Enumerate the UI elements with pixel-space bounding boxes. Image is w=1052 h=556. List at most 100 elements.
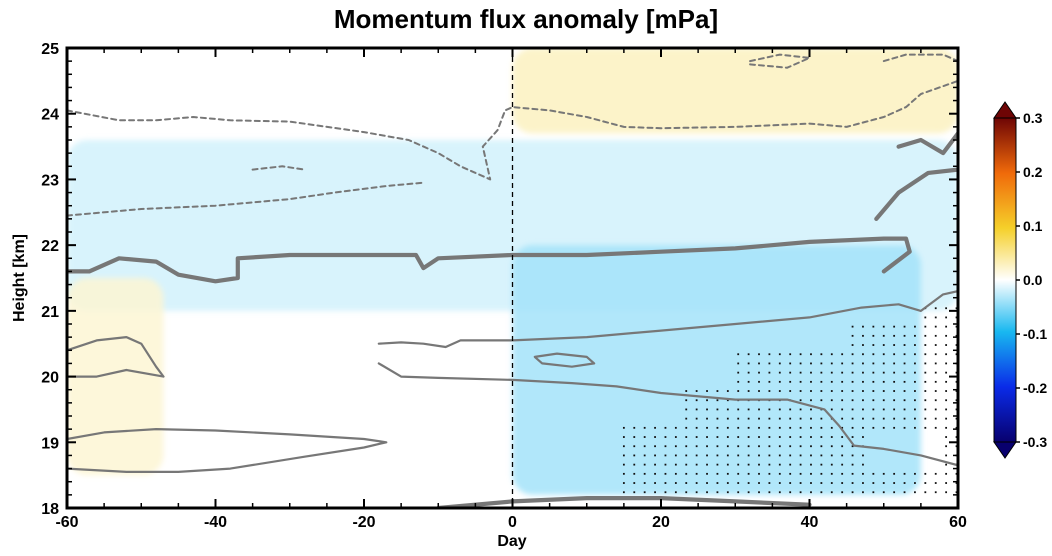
significance-dot [643,482,646,484]
significance-dot [934,362,937,365]
colorbar-body [993,117,1017,443]
significance-dot [820,445,823,448]
significance-dot [758,353,760,356]
significance-dot [768,408,771,411]
significance-dot [726,472,729,475]
significance-dot [945,371,948,374]
significance-dot [768,426,771,429]
significance-dot [654,426,656,429]
significance-dot [622,454,625,457]
significance-dot [830,482,833,484]
anomaly-region-positive [512,245,921,495]
significance-dot [799,362,802,365]
significance-dot [758,454,760,457]
significance-dot [674,482,677,484]
significance-dot [799,454,802,457]
significance-dot [893,408,896,411]
significance-dot [914,408,916,411]
significance-dot [674,436,677,438]
significance-dot [726,417,729,420]
significance-dot [737,390,740,392]
x-tick-label: 0 [508,514,517,531]
significance-dot [747,445,750,448]
contour-dashed-10 [67,181,425,217]
significance-dot [924,472,927,475]
significance-dot [934,408,937,411]
significance-dot [706,399,708,402]
significance-dot [789,408,792,411]
significance-dot [789,390,792,392]
significance-dot [924,408,927,411]
significance-dot [945,463,948,466]
significance-dot [758,463,760,466]
significance-dot [862,325,864,328]
significance-dot [893,472,896,475]
significance-dot [654,472,656,475]
significance-dot [737,472,740,475]
significance-dot [820,454,823,457]
significance-dot [934,307,937,310]
significance-dot [851,353,854,356]
colorbar-top-triangle [993,101,1017,119]
significance-dot [934,482,937,484]
colorbar-tick-label: -0.2 [1023,380,1047,396]
significance-dot [862,463,864,466]
significance-dot [882,362,885,365]
contour-dashed-12 [749,53,811,69]
significance-dot [903,482,906,484]
significance-dot [872,482,875,484]
significance-dot [664,463,667,466]
significance-dot [685,408,688,411]
significance-dot [768,472,771,475]
significance-dot [851,417,854,420]
significance-dot [778,491,781,494]
significance-dot [726,463,729,466]
significance-dot [903,399,906,402]
significance-dot [726,445,729,448]
significance-dot [934,316,937,319]
significance-dot [747,491,750,494]
significance-dot [872,417,875,420]
significance-dot [934,472,937,475]
significance-dot [758,445,760,448]
significance-dot [747,362,750,365]
significance-dot [685,445,688,448]
significance-dot [747,482,750,484]
significance-dot [643,445,646,448]
x-tick-label: -60 [55,514,78,531]
significance-dot [830,380,833,383]
significance-dot [706,408,708,411]
colorbar-tick-label: 0.2 [1023,164,1043,180]
significance-dot [695,445,698,448]
significance-dot [789,362,792,365]
significance-dot [914,491,916,494]
significance-dot [747,463,750,466]
significance-dot [851,472,854,475]
significance-dot [716,491,719,494]
significance-dot [737,353,740,356]
significance-dot [893,334,896,337]
significance-dot [810,454,812,457]
significance-dot [945,445,948,448]
significance-dot [841,408,844,411]
significance-dot [851,344,854,346]
significance-dot [862,380,864,383]
significance-dot [789,482,792,484]
significance-dot [841,371,844,374]
significance-dot [778,362,781,365]
significance-dot [747,390,750,392]
contour-thin-solid-7 [377,362,958,467]
anomaly-region-negative [512,48,958,134]
contour-thick-solid-3 [436,496,812,508]
significance-dot [633,472,636,475]
significance-dot [768,445,771,448]
significance-dot [633,454,636,457]
significance-dot [872,362,875,365]
significance-dot [882,353,885,356]
significance-dot [872,344,875,346]
significance-dot [716,482,719,484]
significance-dot [758,408,760,411]
significance-dot [810,353,812,356]
significance-dot [945,399,948,402]
significance-dot [695,454,698,457]
